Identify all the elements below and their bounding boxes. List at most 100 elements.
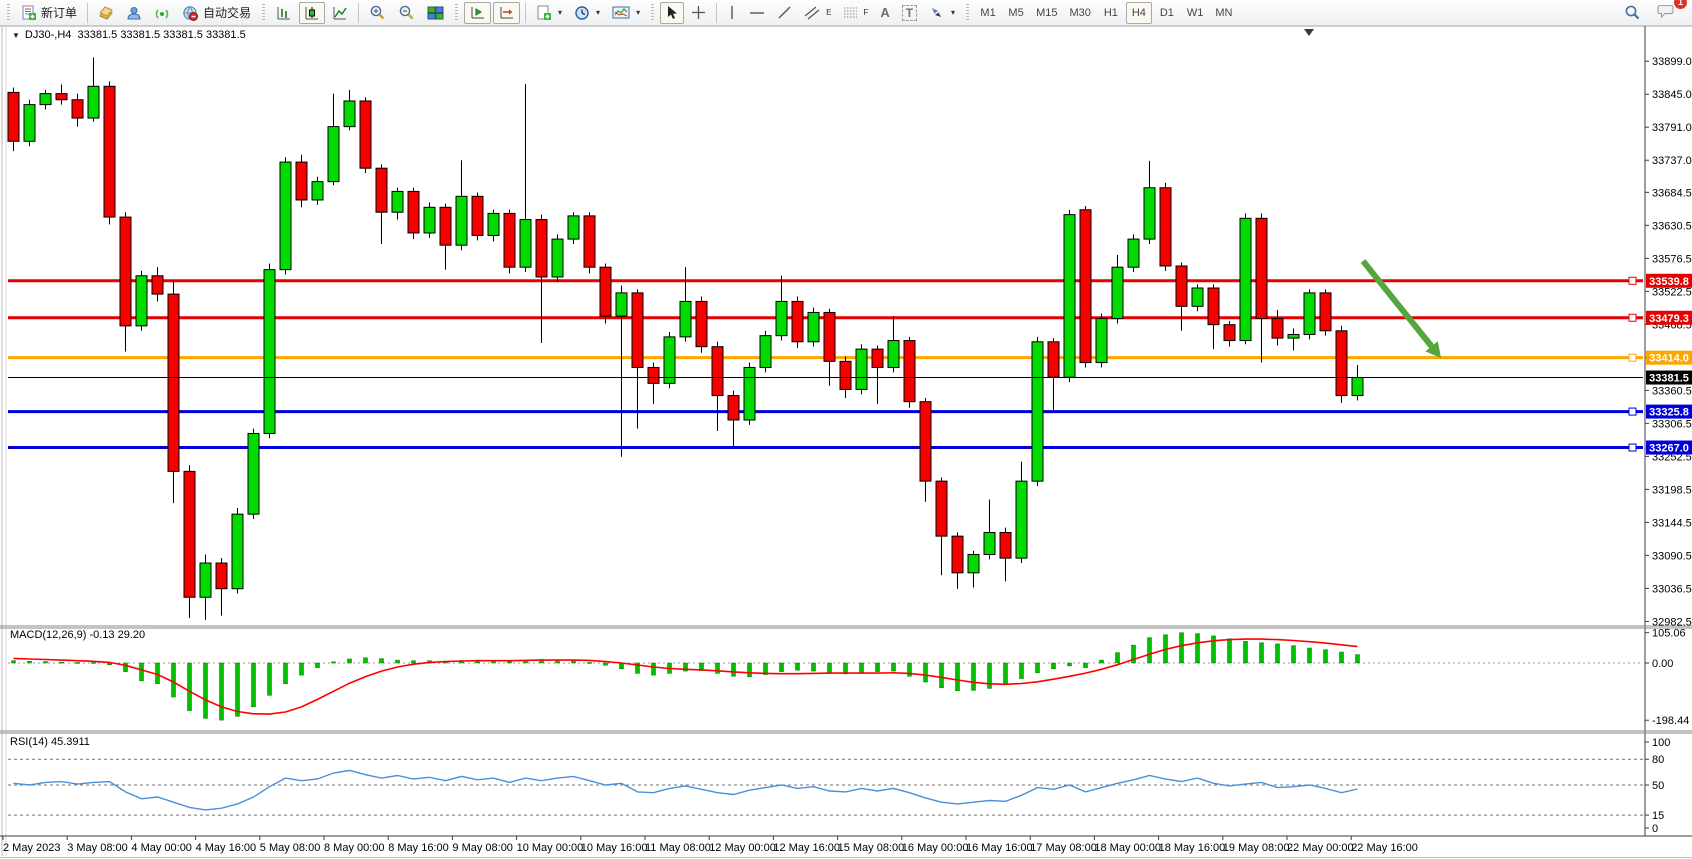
line-handle[interactable] — [1628, 276, 1637, 285]
tile-windows-button[interactable] — [422, 2, 449, 24]
charts-button[interactable] — [93, 2, 119, 24]
timeframe-m15-button[interactable]: M15 — [1031, 2, 1062, 24]
indicators-button[interactable]: ▾ — [607, 2, 645, 24]
timeframe-d1-button[interactable]: D1 — [1154, 2, 1180, 24]
bear-candle — [1079, 209, 1092, 364]
bull-candle — [1031, 341, 1044, 482]
timeframe-h1-button[interactable]: H1 — [1098, 2, 1124, 24]
bull-candle — [343, 100, 356, 128]
bull-candle — [1111, 266, 1124, 320]
chart-shift-marker[interactable] — [1304, 29, 1314, 36]
text-button[interactable]: A — [875, 2, 894, 24]
timeframe-w1-button[interactable]: W1 — [1182, 2, 1209, 24]
macd-bar — [971, 662, 976, 691]
bear-candle — [583, 215, 596, 268]
time-tick-label: 3 May 08:00 — [67, 842, 128, 854]
line-price-label — [1646, 440, 1692, 455]
bear-candle — [1159, 187, 1172, 267]
crosshair-button[interactable] — [686, 2, 711, 24]
bull-candle — [135, 275, 148, 327]
autotrading-button[interactable]: 自动交易 — [177, 2, 256, 24]
line-handle[interactable] — [1628, 443, 1637, 452]
toolbar-drag-handle[interactable] — [966, 3, 970, 22]
fibonacci-button[interactable]: F — [838, 2, 873, 24]
macd-bar — [1323, 649, 1328, 664]
panel-splitters[interactable] — [0, 625, 1692, 734]
macd-bar — [1355, 654, 1360, 664]
line-chart-icon — [333, 6, 347, 19]
line-chart-button[interactable] — [327, 2, 353, 24]
bar-chart-button[interactable] — [271, 2, 297, 24]
arrow-annotation[interactable] — [1360, 259, 1441, 358]
search-button[interactable] — [1618, 2, 1646, 24]
horizontal-line[interactable]: 33325.8 — [8, 404, 1692, 419]
toolbar-drag-handle[interactable] — [7, 3, 10, 22]
horizontal-line-button[interactable] — [744, 2, 770, 24]
bear-candle — [375, 167, 388, 213]
channel-button[interactable]: E — [799, 2, 836, 24]
arrows-button[interactable]: ▾ — [924, 2, 960, 24]
horizontal-line[interactable]: 33267.0 — [8, 440, 1692, 455]
bull-candle — [567, 215, 580, 240]
rsi-panel: 100 80 50 150 — [8, 737, 1670, 835]
chart-shift-button[interactable] — [493, 1, 521, 24]
candlesticks — [7, 57, 1364, 620]
zoom-out-button[interactable] — [393, 2, 420, 24]
signal-button[interactable] — [149, 2, 175, 24]
time-axis[interactable]: 2 May 2023 3 May 08:00 4 May 00:00 4 May 16… — [0, 835, 1692, 854]
time-tick-label: 8 May 00:00 — [324, 842, 385, 854]
toolbar-drag-handle[interactable] — [262, 3, 266, 22]
bear-candle — [359, 100, 372, 169]
text-label-button[interactable]: T — [897, 2, 922, 24]
periods-button[interactable]: ▾ — [569, 2, 605, 24]
line-handle[interactable] — [1628, 407, 1637, 416]
community-button[interactable] — [121, 2, 147, 24]
timeframe-m5-button[interactable]: M5 — [1003, 2, 1029, 24]
toolbar-drag-handle[interactable] — [651, 3, 655, 22]
vertical-line-button[interactable] — [722, 2, 742, 24]
line-price-text: 33539.8 — [1649, 276, 1689, 288]
line-handle[interactable] — [1628, 353, 1637, 362]
new-chart-button[interactable]: ▾ — [531, 2, 567, 24]
toolbar-drag-handle[interactable] — [455, 3, 459, 22]
trendline-button[interactable] — [772, 2, 797, 24]
rsi-tick-label: 0 — [1652, 823, 1658, 835]
macd-bar — [331, 661, 336, 664]
macd-bar — [1211, 635, 1216, 664]
current-price-label: 33381.5 — [1649, 373, 1689, 385]
macd-bar — [187, 662, 192, 711]
macd-bar — [779, 662, 784, 672]
candlestick-chart-icon — [305, 6, 319, 19]
cursor-button[interactable] — [660, 1, 685, 24]
timeframe-m30-button[interactable]: M30 — [1064, 2, 1095, 24]
macd-bar — [1115, 652, 1120, 664]
bull-candle — [1127, 238, 1140, 268]
new-order-button[interactable]: 新订单 — [16, 2, 82, 24]
new-order-label: 新订单 — [41, 6, 78, 20]
bull-candle — [23, 104, 36, 142]
timeframe-m1-button[interactable]: M1 — [975, 2, 1001, 24]
timeframe-h4-button[interactable]: H4 — [1125, 1, 1152, 24]
auto-scroll-button[interactable] — [464, 1, 492, 24]
macd-bar — [987, 662, 992, 689]
current-price-line: 33381.5 — [8, 370, 1692, 385]
macd-bar — [315, 662, 320, 668]
time-tick-label: 19 May 08:00 — [1223, 842, 1290, 854]
macd-bar — [1259, 642, 1264, 664]
time-tick-label: 12 May 00:00 — [709, 842, 776, 854]
line-handle[interactable] — [1628, 313, 1637, 322]
timeframe-mn-button[interactable]: MN — [1210, 2, 1237, 24]
bull-candle — [455, 195, 468, 246]
notification-badge[interactable]: 1 — [1674, 0, 1687, 10]
notifications-button[interactable] — [1652, 0, 1681, 22]
zoom-in-button[interactable] — [364, 2, 391, 24]
macd-bar — [891, 662, 896, 672]
macd-bar — [75, 662, 80, 664]
bear-candle — [167, 293, 180, 472]
time-tick-label: 12 May 16:00 — [773, 842, 840, 854]
bear-candle — [599, 266, 612, 317]
candlestick-chart-button[interactable] — [299, 1, 326, 24]
horizontal-line[interactable]: 33539.8 — [8, 273, 1692, 288]
zoom-in-icon — [370, 5, 385, 20]
